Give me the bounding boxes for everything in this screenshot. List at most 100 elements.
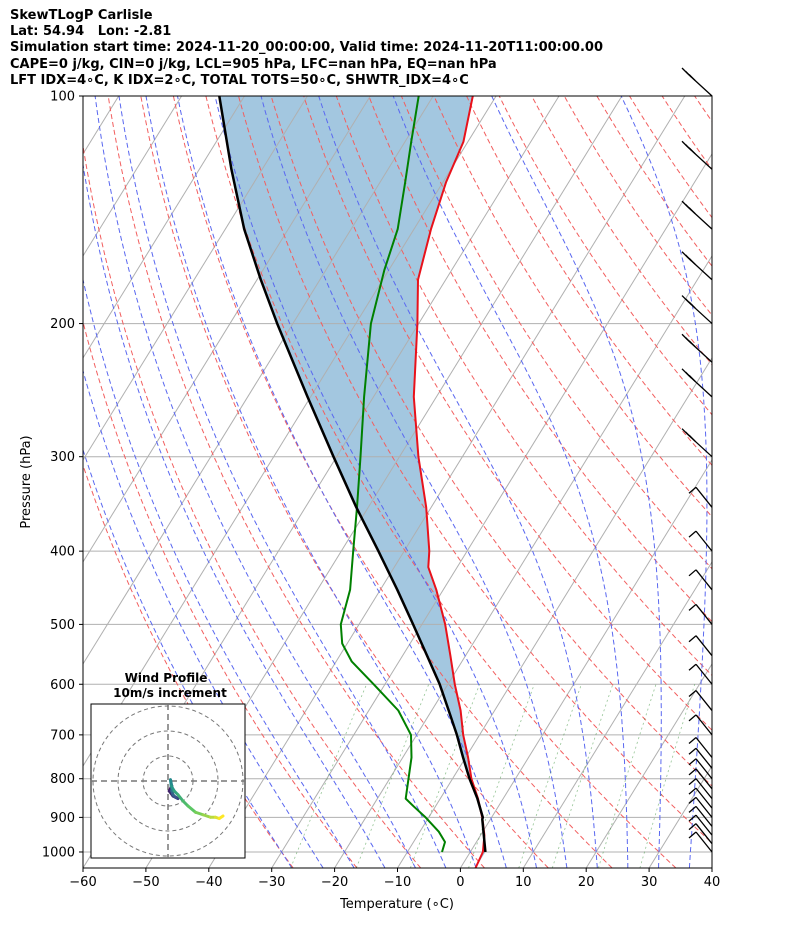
inset-ring xyxy=(117,730,219,832)
x-tick-label: 30 xyxy=(641,875,658,890)
wind-barb xyxy=(681,428,713,458)
moist-adiabat xyxy=(83,369,324,868)
chart-title-line-5: LFT IDX=4∘C, K IDX=2∘C, TOTAL TOTS=50∘C,… xyxy=(10,72,469,88)
x-tick-label: 0 xyxy=(456,875,464,890)
dry-adiabat xyxy=(83,143,422,868)
dry-adiabat xyxy=(433,96,712,518)
dry-adiabat xyxy=(83,320,358,868)
dry-adiabat xyxy=(107,96,485,868)
dry-adiabat xyxy=(83,463,294,868)
y-tick-label: 200 xyxy=(50,317,75,332)
x-tick-label: −20 xyxy=(321,875,348,890)
mixing-ratio-line xyxy=(468,684,535,868)
wind-barb xyxy=(688,486,713,508)
hodograph-inset xyxy=(90,703,246,859)
axis-ticks: −60 −50 −40 −30 −20 −10 0 10 20 30 40 100 200 300 400 5… xyxy=(42,90,720,891)
profile-lines xyxy=(218,96,487,868)
isotherm-line xyxy=(83,96,245,359)
dry-adiabat xyxy=(596,96,712,267)
inset-title-line-2: 10m/s increment xyxy=(113,686,227,700)
isotherm-line xyxy=(83,96,434,665)
dry-adiabat xyxy=(531,96,712,366)
wind-barb xyxy=(681,333,713,363)
wind-barb xyxy=(688,603,713,625)
y-tick-label: 800 xyxy=(50,772,75,787)
y-tick-label: 1000 xyxy=(42,845,75,860)
wind-barb xyxy=(688,569,713,591)
isotherm-line xyxy=(711,867,712,868)
inset-title-line-1: Wind Profile xyxy=(125,671,208,685)
dry-adiabat xyxy=(466,96,712,467)
moist-adiabat xyxy=(214,96,538,868)
isotherm-line xyxy=(585,663,712,868)
dry-adiabat xyxy=(205,96,677,868)
wind-barb xyxy=(688,635,713,657)
isotherm-line xyxy=(522,561,712,868)
chart-title-line-2: Lat: 54.94 Lon: -2.81 xyxy=(10,24,172,40)
dry-adiabat xyxy=(727,96,794,868)
mixing-ratio-line xyxy=(639,684,696,868)
wind-barbs xyxy=(681,67,713,853)
wind-barb xyxy=(681,67,713,97)
dry-adiabat xyxy=(303,96,712,731)
y-tick-label: 400 xyxy=(50,545,75,560)
chart-title-line-1: SkewTLogP Carlisle xyxy=(10,8,153,23)
dry-adiabat xyxy=(335,96,712,677)
hodograph-segment xyxy=(217,814,225,820)
wind-barb xyxy=(688,787,713,809)
moist-adiabat xyxy=(392,96,629,868)
wind-barb xyxy=(688,758,713,780)
moist-adiabats xyxy=(83,96,708,868)
x-tick-label: −40 xyxy=(195,875,222,890)
isotherm-line xyxy=(648,765,712,868)
x-tick-label: 20 xyxy=(578,875,595,890)
x-tick-label: −50 xyxy=(132,875,159,890)
dry-adiabat xyxy=(140,96,549,868)
wind-barb xyxy=(681,140,713,170)
mixing-ratio-line xyxy=(551,684,614,868)
moist-adiabat xyxy=(177,96,507,868)
isotherm-line xyxy=(459,458,712,868)
isotherm-line xyxy=(397,356,712,868)
isotherm-line xyxy=(83,96,183,257)
dry-adiabat xyxy=(760,96,794,868)
wind-barb xyxy=(688,831,713,853)
isotherm-line xyxy=(83,96,371,563)
isotherm-line xyxy=(271,152,712,868)
dry-adiabat xyxy=(498,96,712,416)
moist-adiabat xyxy=(94,96,416,868)
y-axis-label: Pressure (hPa) xyxy=(19,435,34,528)
wind-barb xyxy=(681,200,713,230)
x-axis-label: Temperature (∘C) xyxy=(339,897,454,912)
x-tick-label: −30 xyxy=(258,875,285,890)
wind-barb xyxy=(688,814,713,836)
wind-barb xyxy=(688,796,713,818)
inset-rings xyxy=(91,704,245,858)
chart-title-line-3: Simulation start time: 2024-11-20_00:00:… xyxy=(10,40,603,56)
moist-adiabat xyxy=(145,96,477,868)
dry-adiabats xyxy=(83,96,794,868)
wind-barb xyxy=(688,778,713,800)
wind-barb xyxy=(688,823,713,845)
y-tick-label: 500 xyxy=(50,618,75,633)
wind-barb xyxy=(688,663,713,685)
wind-barb xyxy=(688,714,713,736)
wind-barb xyxy=(688,737,713,758)
wind-barb xyxy=(681,251,713,281)
dry-adiabat xyxy=(694,96,712,123)
chart-title-line-4: CAPE=0 j/kg, CIN=0 j/kg, LCL=905 hPa, LF… xyxy=(10,56,497,72)
dewpoint-line xyxy=(339,96,446,853)
y-tick-label: 100 xyxy=(50,90,75,105)
isotherm-line xyxy=(83,96,308,461)
mixing-ratio-lines xyxy=(290,684,696,868)
moist-adiabat xyxy=(260,96,568,868)
x-tick-label: 10 xyxy=(515,875,532,890)
cape-region xyxy=(219,96,486,868)
y-tick-label: 900 xyxy=(50,811,75,826)
x-tick-label: −10 xyxy=(384,875,411,890)
wind-barb xyxy=(688,768,713,790)
x-tick-label: 40 xyxy=(704,875,721,890)
dry-adiabat xyxy=(563,96,712,316)
hodograph-segment xyxy=(186,804,197,814)
